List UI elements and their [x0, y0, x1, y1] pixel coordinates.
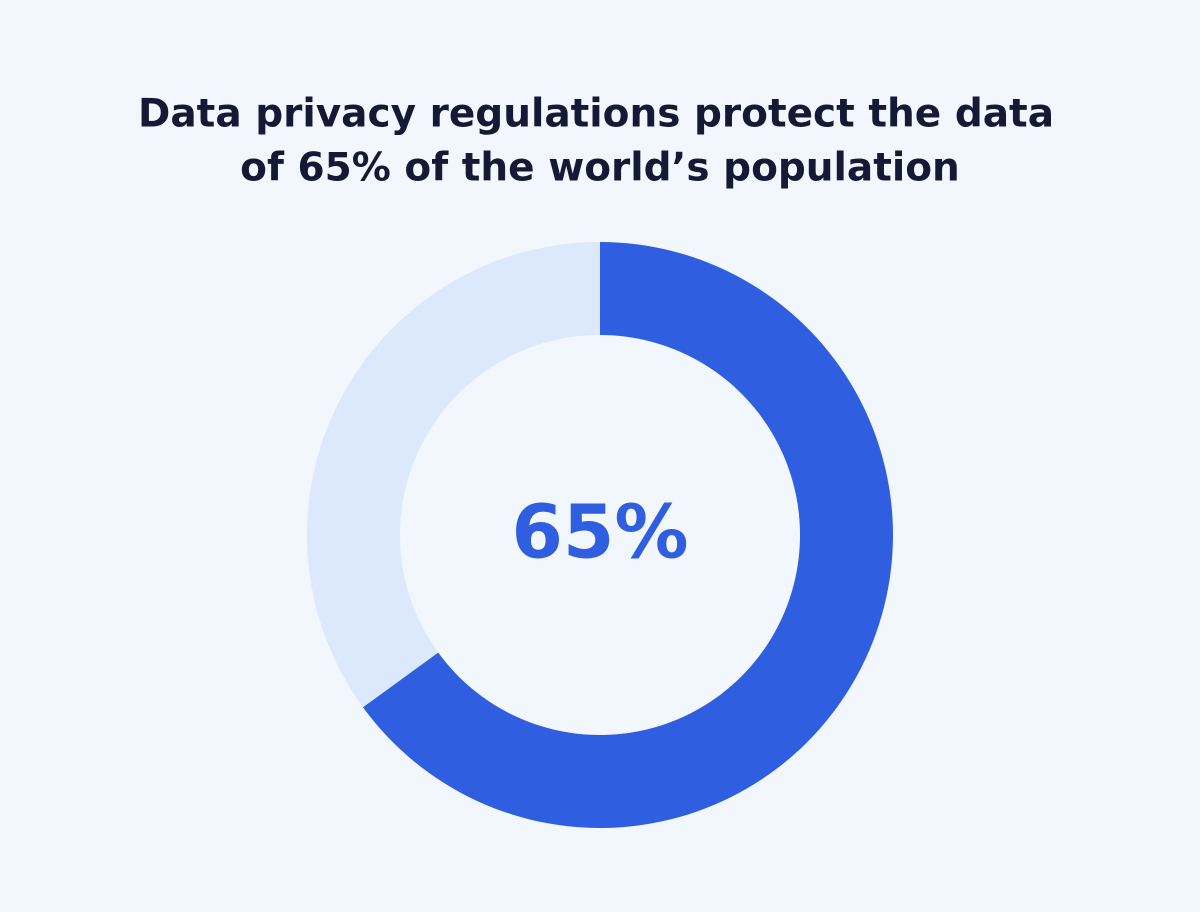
- donut-segment: [362, 242, 893, 828]
- chart-title: of 65% of the world’s population: [240, 146, 960, 191]
- center-label: 65%: [511, 490, 688, 576]
- donut-segment: [306, 241, 600, 708]
- chart-title: Data privacy regulations protect the dat…: [138, 92, 1054, 137]
